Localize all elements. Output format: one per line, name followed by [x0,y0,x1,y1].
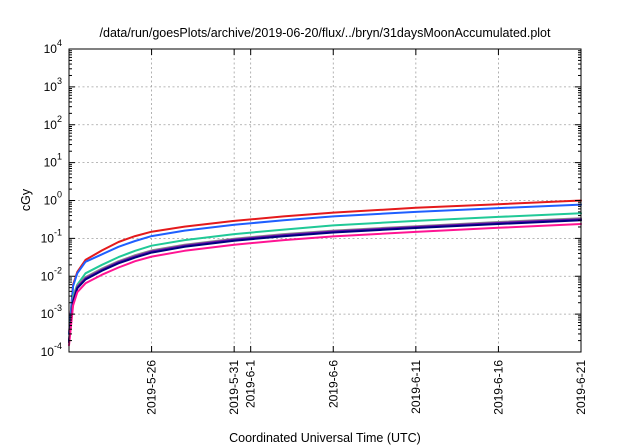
series-line-6 [68,219,582,344]
y-tick-label: 103 [44,76,62,94]
y-tick-label: 10-3 [41,303,62,321]
y-tick-label: 100 [44,190,62,208]
series-line-2 [68,203,582,335]
y-tick-label: 102 [44,114,62,132]
chart-title: /data/run/goesPlots/archive/2019-06-20/f… [100,26,551,40]
grid [69,49,581,352]
x-axis-label: Coordinated Universal Time (UTC) [229,431,421,445]
x-tick-label: 2019-6-6 [326,360,340,408]
y-axis-label: cGy [19,188,33,211]
series-group [68,199,582,347]
x-tick-label: 2019-5-31 [227,360,241,415]
series-line-7 [68,223,582,347]
y-tick-labels: 10-4 10-3 10-2 10-1 100 101 102 103 104 [41,38,62,359]
y-tick-label: 10-4 [41,341,62,359]
ticks [69,48,582,353]
x-tick-label: 2019-6-11 [409,360,423,414]
x-tick-label: 2019-5-26 [145,360,159,415]
x-tick-labels: 2019-5-26 2019-5-31 2019-6-1 2019-6-6 2019-6… [145,360,588,415]
x-tick-label: 2019-6-1 [244,360,258,408]
y-tick-label: 10-2 [41,265,62,283]
series-line-3 [68,212,582,342]
x-tick-label: 2019-6-21 [574,360,588,415]
x-tick-label: 2019-6-16 [491,360,505,415]
y-tick-label: 10-1 [41,227,62,245]
y-tick-label: 104 [44,38,62,56]
y-tick-label: 101 [44,152,62,170]
